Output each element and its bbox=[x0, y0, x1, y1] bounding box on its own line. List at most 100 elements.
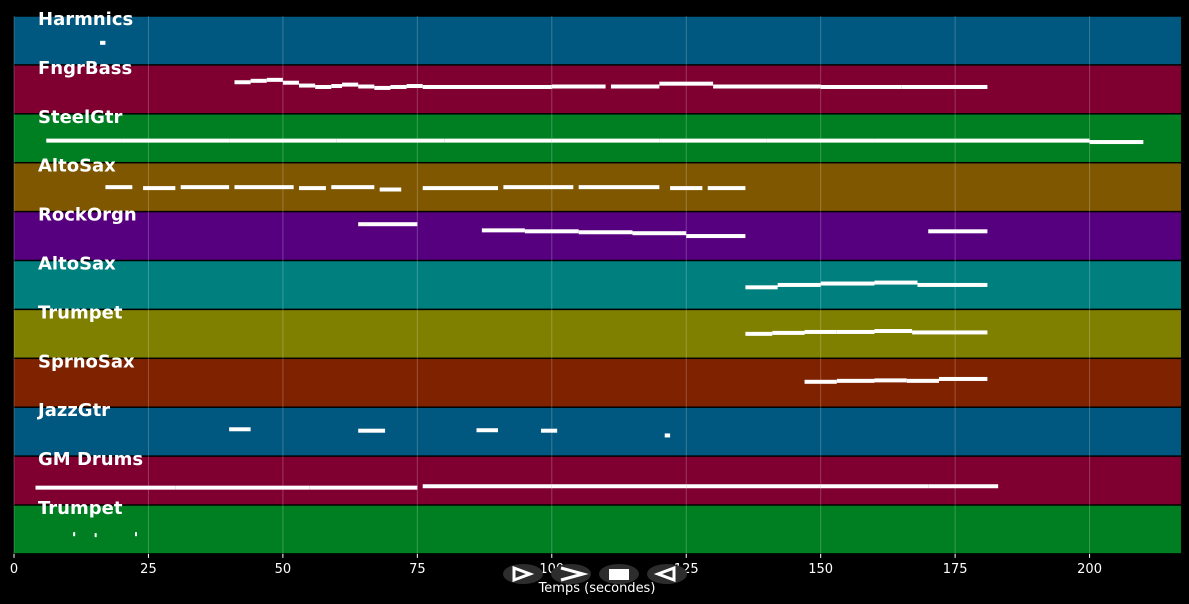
note-segment bbox=[578, 185, 660, 190]
note-segment bbox=[713, 84, 821, 89]
note-segment bbox=[686, 234, 746, 239]
stop-button[interactable]: stop bbox=[599, 564, 639, 584]
note-segment bbox=[928, 229, 988, 234]
track-label: SteelGtr bbox=[38, 107, 123, 128]
track-label: GM Drums bbox=[38, 449, 143, 470]
note-segment bbox=[315, 84, 332, 89]
note-segment bbox=[379, 187, 402, 192]
note-segment bbox=[745, 285, 778, 290]
note-segment bbox=[342, 82, 359, 87]
track-label: FngrBass bbox=[38, 58, 132, 79]
x-tick-label: 200 bbox=[1077, 562, 1102, 577]
note-segment bbox=[804, 329, 837, 334]
note-segment bbox=[938, 376, 988, 381]
note-segment bbox=[331, 84, 343, 89]
note-segment bbox=[836, 378, 875, 383]
note-segment bbox=[35, 485, 176, 490]
note-segment bbox=[331, 185, 375, 190]
track-lane bbox=[14, 456, 1181, 505]
note-segment bbox=[670, 186, 703, 191]
note-segment bbox=[135, 532, 138, 537]
labels-layer: Harmnics FngrBass SteelGtr AltoSax RockOrgn A… bbox=[36, 9, 143, 519]
note-segment bbox=[100, 40, 106, 45]
play-button[interactable]: play bbox=[503, 564, 543, 584]
note-segment bbox=[234, 80, 251, 85]
track-label: Trumpet bbox=[38, 302, 123, 323]
note-segment bbox=[229, 138, 337, 143]
note-segment bbox=[73, 532, 76, 537]
note-segment bbox=[476, 428, 499, 433]
stop-icon bbox=[609, 569, 629, 580]
note-segment bbox=[982, 138, 1090, 143]
note-segment bbox=[358, 222, 418, 227]
note-segment bbox=[266, 77, 283, 82]
note-segment bbox=[874, 138, 983, 143]
x-axis-label: Temps (secondes) bbox=[538, 581, 656, 596]
track-lane bbox=[14, 16, 1181, 65]
tracks-layer bbox=[14, 16, 1181, 554]
back-button[interactable]: back bbox=[647, 564, 687, 584]
note-segment bbox=[874, 329, 913, 334]
note-segment bbox=[820, 484, 929, 489]
x-tick-label: 25 bbox=[140, 562, 157, 577]
forward-button[interactable]: forward bbox=[551, 564, 591, 584]
note-segment bbox=[481, 228, 525, 233]
note-segment bbox=[938, 330, 988, 335]
track-lane bbox=[14, 114, 1181, 162]
track-lane bbox=[14, 261, 1181, 309]
track-label: Trumpet bbox=[38, 498, 123, 519]
note-segment bbox=[745, 331, 773, 336]
note-segment bbox=[503, 185, 574, 190]
note-segment bbox=[524, 229, 579, 234]
note-segment bbox=[551, 138, 660, 143]
note-segment bbox=[282, 80, 300, 85]
note-segment bbox=[46, 138, 122, 143]
x-axis: 0 25 50 75 100 125 150 175 200 bbox=[10, 553, 1102, 577]
note-segment bbox=[610, 84, 660, 89]
back-icon bbox=[653, 565, 676, 583]
note-segment bbox=[766, 138, 875, 143]
track-lane bbox=[14, 407, 1181, 456]
track-label: RockOrgn bbox=[38, 205, 137, 226]
track-label: AltoSax bbox=[38, 254, 116, 275]
x-tick-label: 175 bbox=[943, 562, 968, 577]
note-segment bbox=[336, 138, 445, 143]
note-segment bbox=[390, 84, 407, 89]
note-segment bbox=[374, 85, 391, 90]
track-lane bbox=[14, 505, 1181, 554]
track-lane bbox=[14, 310, 1181, 358]
note-segment bbox=[836, 329, 875, 334]
note-segment bbox=[912, 330, 939, 335]
track-label: SprnoSax bbox=[38, 351, 135, 372]
note-segment bbox=[309, 485, 418, 490]
x-tick-label: 0 bbox=[10, 562, 18, 577]
note-segment bbox=[541, 428, 558, 433]
note-segment bbox=[578, 230, 633, 235]
note-segment bbox=[358, 84, 375, 89]
note-segment bbox=[632, 231, 687, 236]
track-label: AltoSax bbox=[38, 156, 116, 177]
x-tick-label: 50 bbox=[275, 562, 292, 577]
note-segment bbox=[928, 484, 999, 489]
note-segment bbox=[659, 138, 767, 143]
note-segment bbox=[874, 378, 907, 383]
note-segment bbox=[686, 484, 821, 489]
note-segment bbox=[551, 484, 687, 489]
note-segment bbox=[901, 84, 988, 89]
note-segment bbox=[551, 84, 606, 89]
note-segment bbox=[406, 84, 423, 89]
note-segment bbox=[299, 83, 316, 88]
note-segment bbox=[358, 428, 386, 433]
track-label: Harmnics bbox=[38, 9, 133, 30]
note-segment bbox=[234, 185, 294, 190]
x-tick-label: 75 bbox=[409, 562, 426, 577]
note-segment bbox=[707, 186, 746, 191]
forward-icon bbox=[560, 566, 589, 582]
note-segment bbox=[121, 138, 230, 143]
note-segment bbox=[175, 485, 310, 490]
note-segment bbox=[105, 185, 133, 190]
note-segment bbox=[917, 282, 988, 287]
track-lane bbox=[14, 359, 1181, 407]
note-segment bbox=[664, 433, 671, 438]
